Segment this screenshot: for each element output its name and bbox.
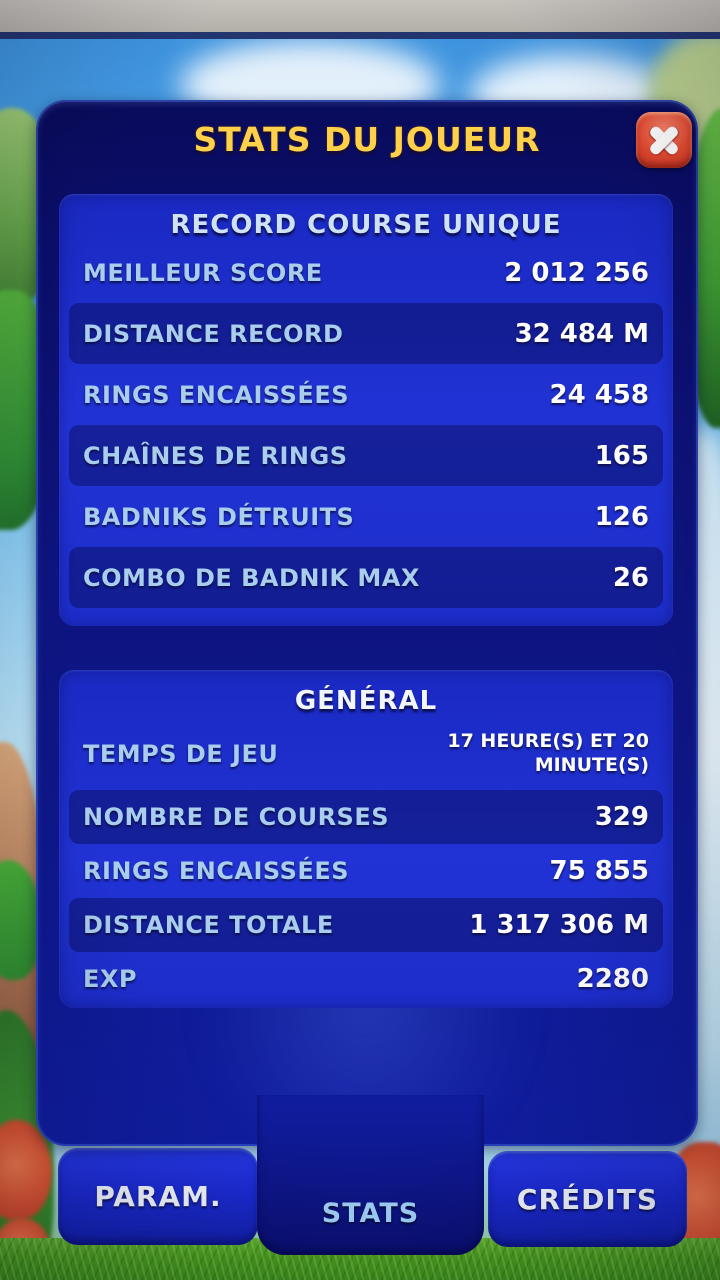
stat-label: RINGS ENCAISSÉES (83, 380, 349, 409)
stat-value: 1 317 306 M (469, 910, 649, 940)
tab-credits-label: CRÉDITS (516, 1182, 659, 1216)
stat-label: COMBO DE BADNIK MAX (83, 563, 420, 592)
stat-value: 75 855 (549, 856, 649, 886)
stats-dialog: STATS DU JOUEUR RECORD COURSE UNIQUE MEI… (36, 100, 698, 1146)
general-panel: GÉNÉRAL TEMPS DE JEU 17 HEURE(S) ET 20 M… (59, 670, 673, 1008)
stat-row: COMBO DE BADNIK MAX 26 (69, 547, 663, 608)
stat-label: TEMPS DE JEU (83, 740, 279, 768)
stat-value: 126 (594, 501, 649, 532)
stat-value: 2280 (576, 964, 649, 994)
stat-row: RINGS ENCAISSÉES 24 458 (69, 364, 663, 425)
tab-stats-label: STATS (321, 1198, 420, 1229)
stat-row: TEMPS DE JEU 17 HEURE(S) ET 20 MINUTE(S) (69, 718, 663, 790)
stat-label: NOMBRE DE COURSES (83, 803, 390, 831)
stat-value: 329 (594, 802, 649, 832)
stat-row: DISTANCE TOTALE 1 317 306 M (69, 898, 663, 952)
stat-value: 32 484 M (514, 318, 649, 349)
tab-credits[interactable]: CRÉDITS (488, 1151, 687, 1247)
stat-label: BADNIKS DÉTRUITS (83, 502, 355, 531)
general-section-title: GÉNÉRAL (294, 686, 438, 716)
record-section-title: RECORD COURSE UNIQUE (170, 210, 562, 240)
record-panel: RECORD COURSE UNIQUE MEILLEUR SCORE 2 01… (59, 194, 673, 626)
flower-decoration (0, 1218, 50, 1280)
stat-label: CHAÎNES DE RINGS (83, 441, 348, 470)
close-button[interactable] (636, 112, 692, 168)
stat-value: 165 (594, 440, 649, 471)
stat-value: 17 HEURE(S) ET 20 MINUTE(S) (447, 730, 649, 776)
stat-label: RINGS ENCAISSÉES (83, 857, 349, 885)
stat-label: MEILLEUR SCORE (83, 258, 323, 287)
tab-param-label: PARAM. (94, 1180, 222, 1213)
stat-row: MEILLEUR SCORE 2 012 256 (69, 242, 663, 303)
stat-value: 26 (612, 562, 649, 593)
tab-stats[interactable]: STATS (257, 1095, 484, 1255)
stat-label: EXP (83, 965, 137, 993)
stat-row: RINGS ENCAISSÉES 75 855 (69, 844, 663, 898)
screen-edge-line (0, 32, 720, 39)
stat-value: 2 012 256 (504, 257, 649, 288)
stat-row: DISTANCE RECORD 32 484 M (69, 303, 663, 364)
stat-value: 24 458 (549, 379, 649, 410)
stat-row: CHAÎNES DE RINGS 165 (69, 425, 663, 486)
stat-row: BADNIKS DÉTRUITS 126 (69, 486, 663, 547)
device-bezel (0, 0, 720, 32)
stat-row: EXP 2280 (69, 952, 663, 1006)
stat-label: DISTANCE TOTALE (83, 911, 334, 939)
stat-label: DISTANCE RECORD (83, 319, 344, 348)
stat-row: NOMBRE DE COURSES 329 (69, 790, 663, 844)
tab-param[interactable]: PARAM. (58, 1148, 258, 1245)
dialog-title: STATS DU JOUEUR (193, 120, 541, 159)
